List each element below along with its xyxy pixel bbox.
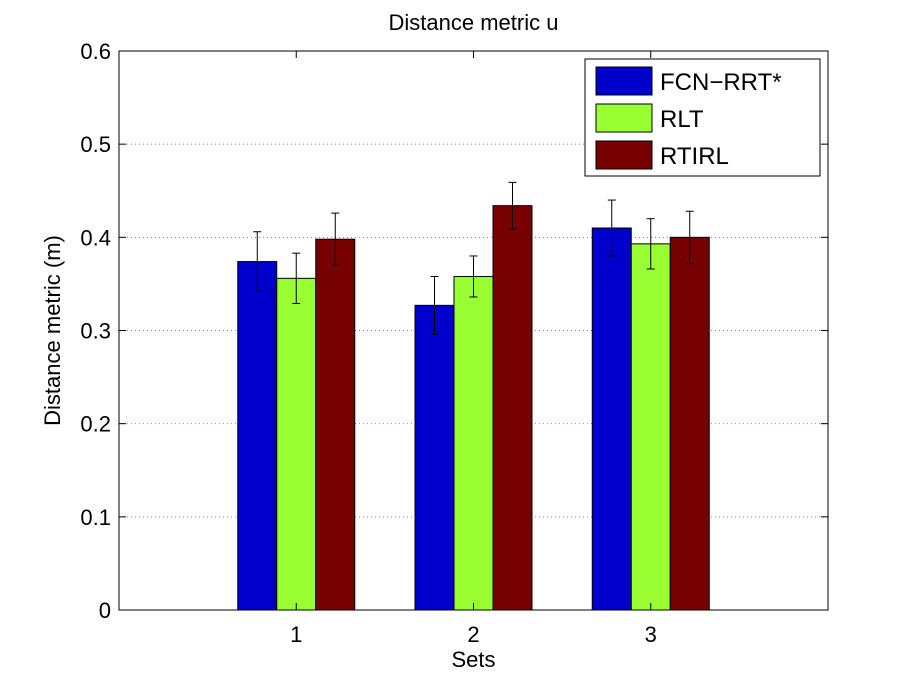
legend: FCN−RRT* RLT RTIRL <box>584 58 821 177</box>
bar-1-set-3 <box>591 227 632 611</box>
bar-1-set-2 <box>414 304 455 611</box>
y-tick-label: 0.2 <box>80 412 111 437</box>
y-tick-label: 0.5 <box>80 132 111 157</box>
x-tick-label: 2 <box>467 622 479 647</box>
bar-2-set-2 <box>453 275 494 611</box>
legend-swatch <box>595 103 653 133</box>
y-tick-label: 0.1 <box>80 505 111 530</box>
legend-swatch <box>595 66 653 96</box>
y-axis-label: Distance metric (m) <box>40 235 65 426</box>
bar-2-set-3 <box>630 243 671 611</box>
x-axis-label: Sets <box>451 647 495 672</box>
y-tick-label: 0.6 <box>80 39 111 64</box>
error-bar <box>607 199 616 257</box>
chart-title: Distance metric u <box>389 10 559 35</box>
y-tick-label: 0.4 <box>80 225 111 250</box>
error-bar <box>292 252 301 304</box>
y-tick-label: 0 <box>99 598 111 623</box>
legend-label: RTIRL <box>660 143 729 170</box>
error-bar <box>646 218 655 270</box>
error-bar <box>685 210 694 264</box>
error-bars <box>253 181 694 335</box>
bars <box>237 205 710 611</box>
legend-label: RLT <box>660 106 704 133</box>
bar-3-set-2 <box>492 205 533 611</box>
error-bar <box>508 181 517 230</box>
bar-2-set-1 <box>276 277 317 611</box>
y-tick-label: 0.3 <box>80 319 111 344</box>
axis-ticks: 0 0.1 0.2 0.3 0.4 0.5 0.6 1 2 3 <box>80 39 828 647</box>
error-bar <box>430 275 439 335</box>
x-tick-label: 3 <box>645 622 657 647</box>
error-bar <box>253 231 262 292</box>
bar-3-set-1 <box>315 238 356 611</box>
legend-swatch <box>595 140 653 170</box>
bar-1-set-1 <box>237 261 278 611</box>
legend-label: FCN−RRT* <box>660 69 782 96</box>
bar-3-set-3 <box>669 236 710 611</box>
error-bar <box>469 255 478 298</box>
error-bar <box>331 212 340 266</box>
x-tick-label: 1 <box>290 622 302 647</box>
